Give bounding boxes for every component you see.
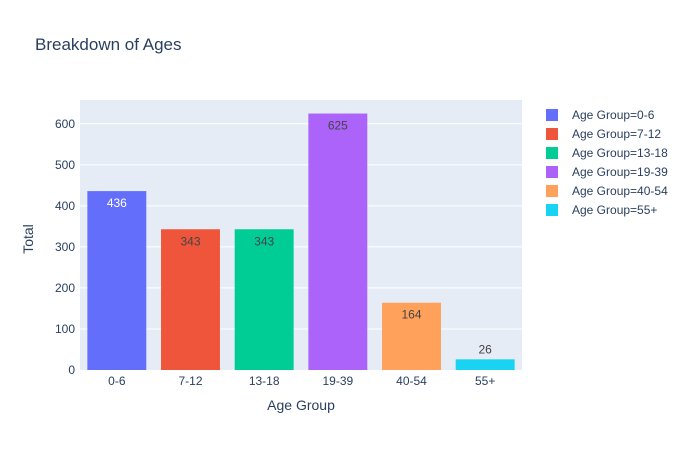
- chart-title: Breakdown of Ages: [35, 35, 181, 54]
- legend-swatch: [546, 147, 558, 159]
- legend-item[interactable]: Age Group=40-54: [546, 184, 668, 198]
- x-tick-label: 19-39: [322, 374, 353, 388]
- bar: [308, 113, 368, 371]
- legend-label: Age Group=7-12: [572, 127, 661, 141]
- bar-value-label: 436: [107, 196, 127, 210]
- legend-item[interactable]: Age Group=0-6: [546, 108, 655, 122]
- bar: [87, 191, 147, 370]
- bar-value-label: 343: [180, 234, 200, 248]
- y-tick-label: 300: [55, 240, 75, 254]
- x-tick-label: 0-6: [108, 374, 126, 388]
- legend-swatch: [546, 204, 558, 216]
- x-tick-label: 40-54: [396, 374, 427, 388]
- x-axis-ticks: 0-6 7-12 13-18 19-39 40-54 55+: [108, 374, 495, 388]
- bars: 436 343 343 625 164 26: [87, 113, 515, 371]
- y-axis-ticks: 0 100 200 300 400 500 600: [55, 117, 75, 377]
- y-tick-label: 500: [55, 158, 75, 172]
- x-tick-label: 7-12: [178, 374, 202, 388]
- y-tick-label: 600: [55, 117, 75, 131]
- legend-item[interactable]: Age Group=19-39: [546, 165, 668, 179]
- y-axis-title: Total: [20, 224, 36, 254]
- x-axis-title: Age Group: [267, 397, 335, 413]
- legend-item[interactable]: Age Group=55+: [546, 203, 657, 217]
- legend-label: Age Group=0-6: [572, 108, 655, 122]
- legend-label: Age Group=55+: [572, 203, 657, 217]
- legend-label: Age Group=40-54: [572, 184, 668, 198]
- legend-item[interactable]: Age Group=7-12: [546, 127, 661, 141]
- x-tick-label: 13-18: [249, 374, 280, 388]
- bar-value-label: 625: [328, 119, 348, 133]
- y-tick-label: 0: [68, 363, 75, 377]
- bar-value-label: 164: [401, 308, 421, 322]
- bar-value-label: 343: [254, 234, 274, 248]
- y-tick-label: 100: [55, 322, 75, 336]
- plot-area: [80, 100, 522, 370]
- legend-swatch: [546, 128, 558, 140]
- x-tick-label: 55+: [475, 374, 495, 388]
- bar: [234, 229, 294, 370]
- bar: [161, 229, 220, 370]
- legend: Age Group=0-6 Age Group=7-12 Age Group=13-…: [546, 108, 668, 217]
- gridlines: [80, 123, 522, 330]
- legend-swatch: [546, 166, 558, 178]
- legend-swatch: [546, 185, 558, 197]
- legend-swatch: [546, 109, 558, 121]
- legend-label: Age Group=19-39: [572, 165, 668, 179]
- bar-value-label: 26: [478, 342, 492, 356]
- y-tick-label: 400: [55, 199, 75, 213]
- legend-item[interactable]: Age Group=13-18: [546, 146, 668, 160]
- bar: [382, 302, 441, 370]
- legend-label: Age Group=13-18: [572, 146, 668, 160]
- bar: [455, 359, 515, 370]
- y-tick-label: 200: [55, 281, 75, 295]
